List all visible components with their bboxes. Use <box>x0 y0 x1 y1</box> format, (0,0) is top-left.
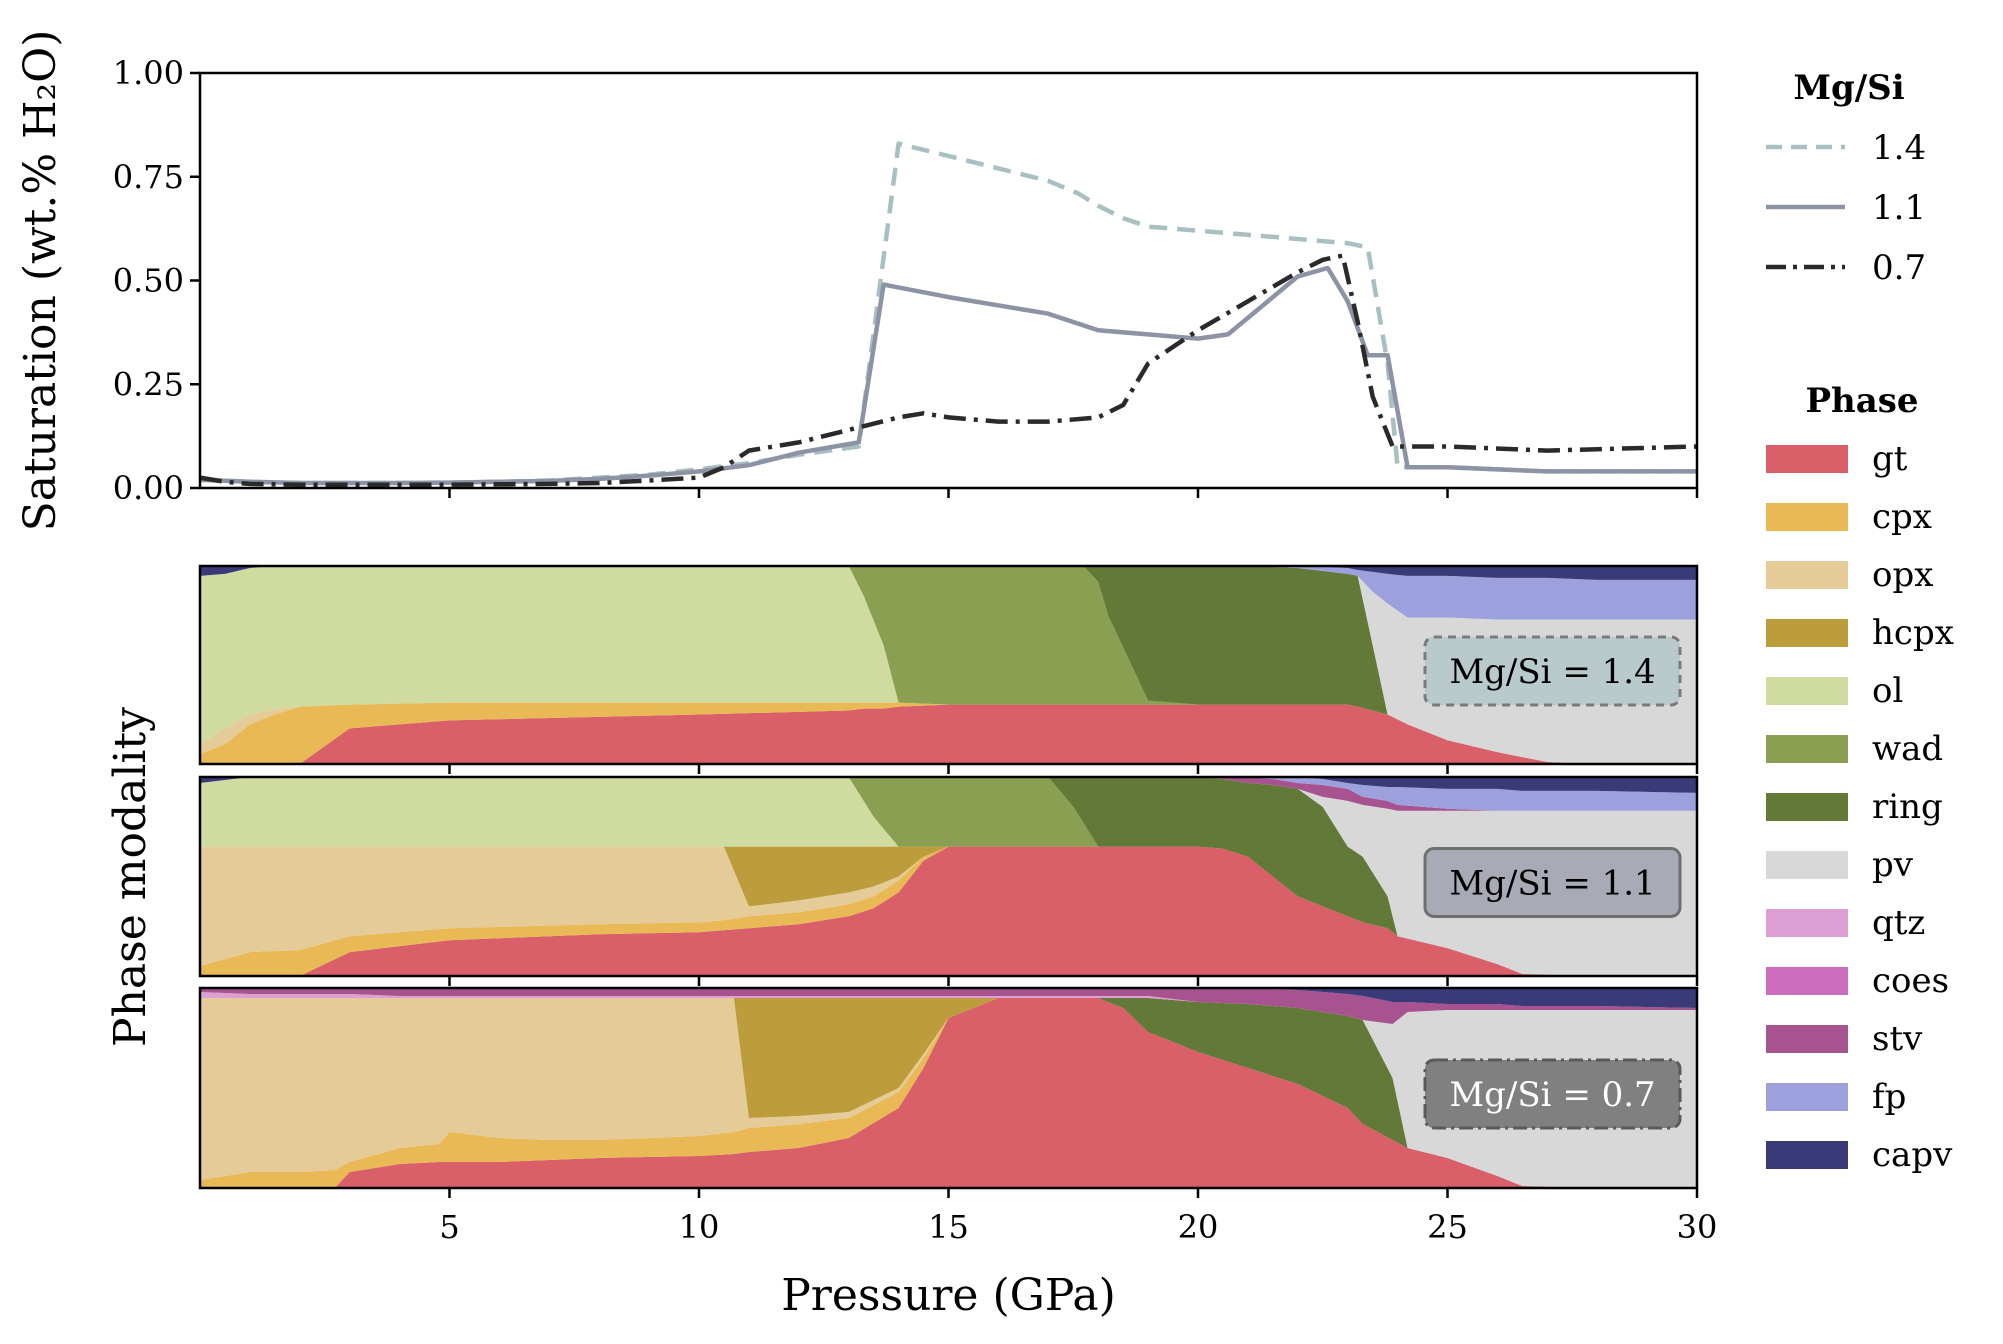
phase-area-opx <box>200 846 1697 976</box>
mgsi-legend-title: Mg/Si <box>1793 68 1904 108</box>
phase-area-gt <box>200 998 1697 1188</box>
phase-areas <box>200 777 1697 976</box>
phase-area-stv <box>200 777 1697 811</box>
y-tick-label: 0.25 <box>113 365 184 403</box>
phase-area-pv <box>200 566 1697 764</box>
x-tick-label: 15 <box>928 1208 969 1246</box>
panel-label: Mg/Si = 0.7 <box>1449 1075 1655 1115</box>
saturation-y-ticks: 0.00 0.25 0.50 0.75 1.00 <box>113 54 200 507</box>
phase-area-cpx <box>200 702 1697 764</box>
phase-area-gt <box>200 704 1697 764</box>
phase-area-fp <box>200 566 1697 620</box>
y-tick-label: 0.50 <box>113 262 184 300</box>
pressure-x-axis-label: Pressure (GPa) <box>781 1270 1116 1321</box>
y-tick-label: 1.00 <box>113 54 184 92</box>
legend-label-pv: pv <box>1872 845 1914 885</box>
series-line-1.4 <box>199 141 1697 486</box>
x-tick-label: 20 <box>1178 1208 1219 1246</box>
phase-area-gt <box>200 846 1697 976</box>
mgsi-legend: Mg/Si 1.4 1.1 0.7 <box>1766 68 1926 288</box>
phase-area-pv <box>200 777 1697 976</box>
y-tick-label: 0.75 <box>113 158 184 196</box>
legend-label-capv: capv <box>1872 1135 1953 1175</box>
phase-panel: Mg/Si = 1.4 <box>198 564 1699 774</box>
saturation-line-chart: 0.00 0.25 0.50 0.75 1.00 Saturation (wt.% H₂… <box>15 30 1699 532</box>
panel-label-box <box>1423 847 1682 918</box>
phase-area-wad <box>200 566 1697 764</box>
saturation-series-lines <box>199 141 1698 487</box>
x-tick-label: 5 <box>439 1208 459 1246</box>
series-line-0.7 <box>199 253 1698 487</box>
saturation-plot-frame <box>198 71 1699 490</box>
legend-label-stv: stv <box>1872 1019 1923 1059</box>
legend-swatch-opx <box>1766 561 1848 589</box>
legend-swatch-coes <box>1766 967 1848 995</box>
phase-area-ring <box>200 998 1697 1188</box>
phase-modality-y-axis-label: Phase modality <box>105 707 156 1047</box>
phase-area-ol <box>200 566 1697 764</box>
x-tick-label: 30 <box>1677 1208 1718 1246</box>
legend-swatch-gt <box>1766 445 1848 473</box>
series-line-1.1 <box>199 265 1697 486</box>
y-tick-label: 0.00 <box>113 469 184 507</box>
phase-panel: Mg/Si = 1.1 <box>198 775 1699 986</box>
legend-label-fp: fp <box>1872 1077 1906 1117</box>
phase-panels: Mg/Si = 1.4 Mg/Si = 1.1 Mg/Si = 0.7 <box>198 564 1699 1198</box>
legend-label-0.7: 0.7 <box>1872 248 1926 288</box>
legend-label-1.1: 1.1 <box>1872 188 1926 228</box>
phase-area-capv <box>200 566 1697 580</box>
legend-swatch-pv <box>1766 851 1848 879</box>
phase-area-ring <box>200 777 1697 976</box>
legend-swatch-hcpx <box>1766 619 1848 647</box>
legend-swatch-fp <box>1766 1083 1848 1111</box>
legend-swatch-ol <box>1766 677 1848 705</box>
x-tick-label: 10 <box>679 1208 720 1246</box>
phase-legend-title: Phase <box>1805 381 1918 421</box>
phase-panel: Mg/Si = 0.7 <box>198 986 1699 1198</box>
legend-label-ring: ring <box>1872 787 1943 827</box>
panel-label: Mg/Si = 1.1 <box>1449 864 1655 904</box>
legend-swatch-cpx <box>1766 503 1848 531</box>
phase-legend: Phase gt cpx opx hcpx ol wad ring pv qtz coes stv f… <box>1766 381 1954 1175</box>
legend-label-coes: coes <box>1872 961 1949 1001</box>
phase-area-fp <box>200 777 1697 811</box>
panel-label: Mg/Si = 1.4 <box>1449 652 1655 692</box>
phase-area-wad <box>200 777 1697 976</box>
phase-area-qtz <box>200 992 1697 1024</box>
legend-label-1.4: 1.4 <box>1872 128 1926 168</box>
pressure-x-ticks: 5 10 15 20 25 30 <box>439 1208 1717 1246</box>
panel-label-box <box>1423 635 1682 707</box>
phase-modality-chart: Mg/Si = 1.4 Mg/Si = 1.1 Mg/Si = 0.7 5 10 15 2… <box>105 564 1717 1321</box>
phase-area-cpx <box>200 998 1697 1188</box>
legend-swatch-stv <box>1766 1025 1848 1053</box>
legend-swatch-ring <box>1766 793 1848 821</box>
phase-area-opx <box>200 998 1697 1188</box>
panel-label-box <box>1423 1058 1682 1130</box>
legend-swatch-qtz <box>1766 909 1848 937</box>
legend-label-wad: wad <box>1872 729 1943 769</box>
saturation-y-axis-label: Saturation (wt.% H₂O) <box>15 30 66 532</box>
phase-area-capv <box>200 988 1697 1008</box>
legend-label-opx: opx <box>1872 555 1933 595</box>
phase-area-capv <box>200 777 1697 793</box>
phase-area-ol <box>200 777 1697 976</box>
phase-area-stv <box>200 988 1697 1024</box>
legend-label-ol: ol <box>1872 671 1903 711</box>
phase-area-ring <box>200 566 1697 764</box>
phase-area-pv <box>200 998 1697 1188</box>
legend-label-gt: gt <box>1872 439 1908 479</box>
saturation-x-tick-marks <box>448 488 1699 498</box>
legend-label-hcpx: hcpx <box>1872 613 1954 653</box>
x-tick-label: 25 <box>1427 1208 1468 1246</box>
legend-label-qtz: qtz <box>1872 903 1925 943</box>
legend-label-cpx: cpx <box>1872 497 1932 537</box>
legend-swatch-capv <box>1766 1141 1848 1169</box>
legend-swatch-wad <box>1766 735 1848 763</box>
